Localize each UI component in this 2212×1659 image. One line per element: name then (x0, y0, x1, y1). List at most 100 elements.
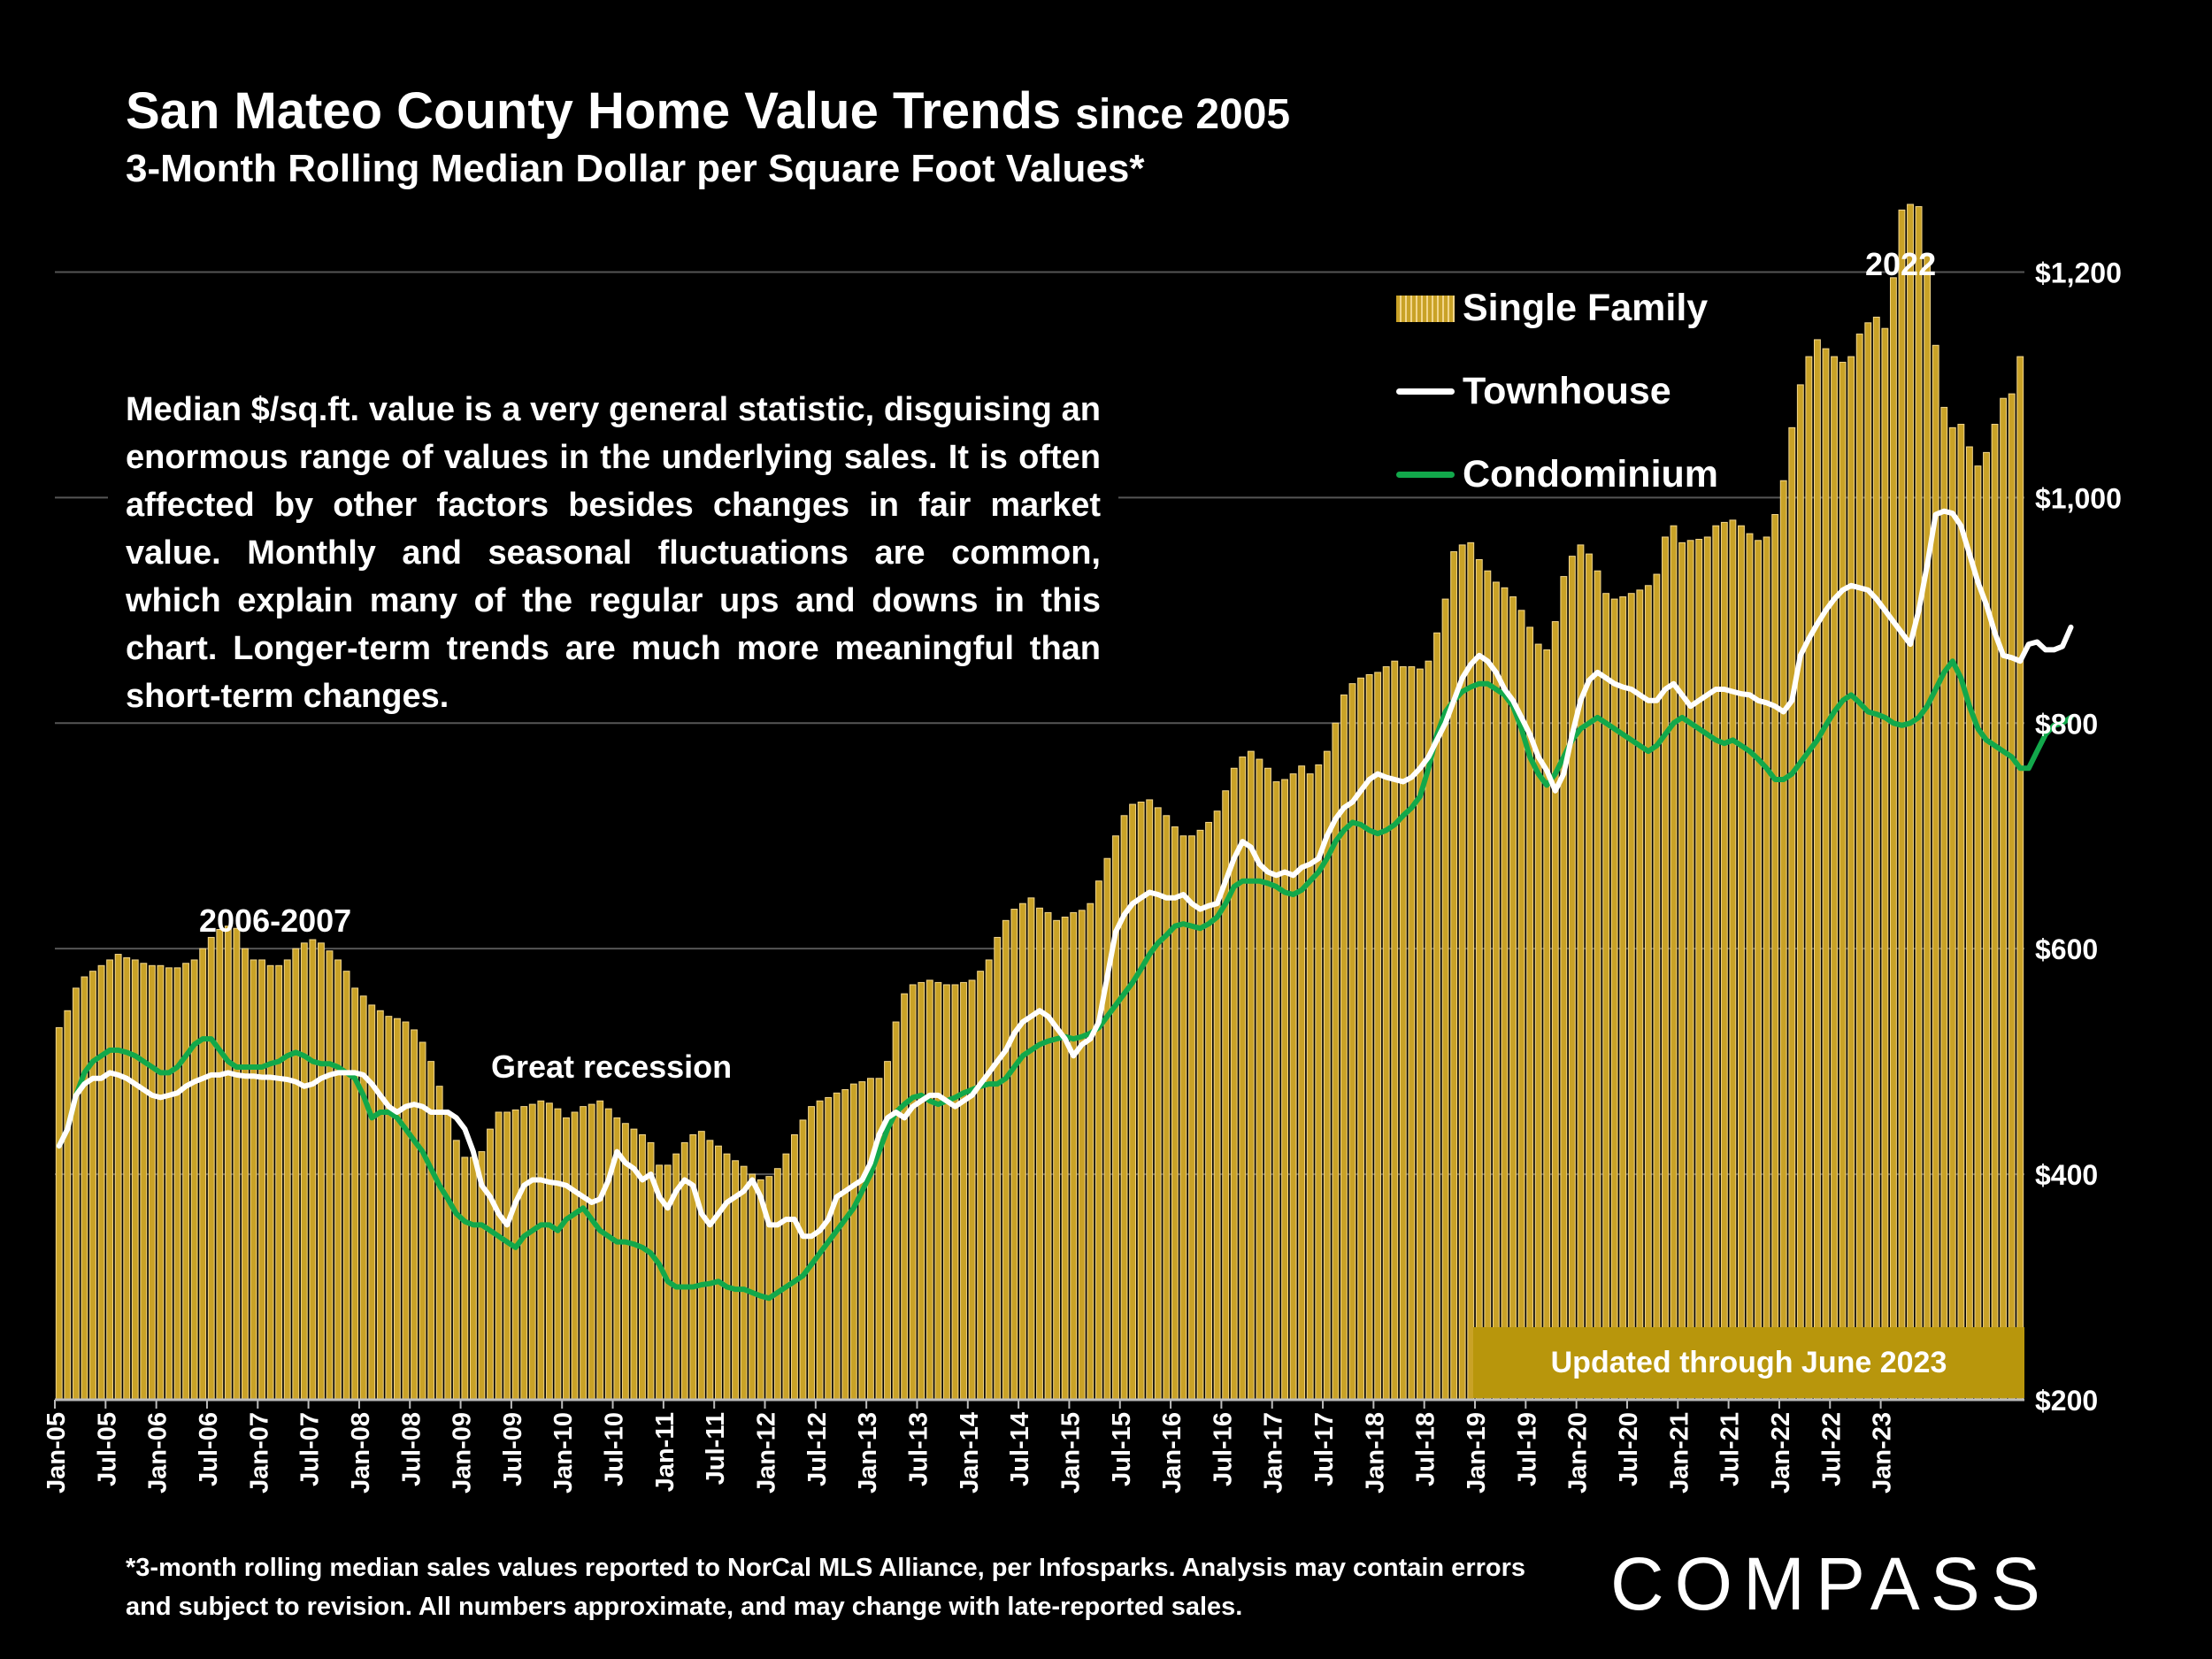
bar-single-family (1974, 465, 1982, 1401)
bar-single-family (1720, 521, 1728, 1401)
bar-single-family (1602, 593, 1610, 1401)
bar-single-family (1078, 910, 1086, 1401)
bar-single-family (1788, 426, 1796, 1401)
bar-single-family (318, 942, 325, 1401)
bar-single-family (1112, 835, 1119, 1401)
bar-single-family (97, 964, 105, 1401)
chart-title-suffix: since 2005 (1075, 91, 1291, 138)
bar-single-family (242, 948, 249, 1401)
x-axis: Jan-05 Jul-05 Jan-06 Jul-06 Jan-07 Jul-07 Jan-… (42, 1398, 2024, 1494)
bar-single-family (1805, 356, 1813, 1401)
bar-single-family (537, 1100, 545, 1401)
x-tick-label: Jan-05 (42, 1412, 71, 1494)
bar-single-family (571, 1111, 579, 1401)
x-tick-label: Jul-10 (601, 1412, 629, 1486)
bar-single-family (1179, 835, 1187, 1401)
bar-single-family (1822, 348, 1830, 1401)
x-tick-label: Jan-18 (1361, 1412, 1389, 1494)
bar-single-family (1027, 897, 1035, 1401)
bar-single-family (884, 1061, 891, 1401)
bar-single-family (994, 936, 1002, 1401)
bar-single-family (977, 971, 985, 1401)
bar-single-family (1594, 570, 1601, 1401)
x-tick-label: Jan-13 (854, 1412, 882, 1494)
x-tick-label: Jul-21 (1717, 1412, 1745, 1486)
bar-single-family (1957, 424, 1965, 1401)
bar-single-family (165, 967, 173, 1401)
bar-single-family (1036, 907, 1043, 1401)
bar-single-family (233, 927, 241, 1401)
bar-single-family (697, 1131, 705, 1401)
bar-single-family (224, 926, 232, 1401)
bar-single-family (934, 981, 942, 1401)
bar-single-family (1087, 902, 1094, 1401)
x-tick-label: Jan-20 (1564, 1412, 1593, 1494)
bar-single-family (300, 942, 308, 1401)
bar-single-family (182, 963, 190, 1401)
x-tick-label: Jul-20 (1615, 1412, 1643, 1486)
bar-single-family (892, 1021, 900, 1401)
bar-single-family (799, 1119, 807, 1401)
annotation-great-recession: Great recession (491, 1048, 733, 1085)
bar-single-family (469, 1156, 477, 1401)
bar-single-family (1610, 598, 1618, 1401)
compass-logo: COMPASS (1610, 1542, 2051, 1625)
bar-single-family (258, 959, 266, 1401)
bar-single-family (114, 954, 122, 1401)
x-tick-label: Jan-23 (1869, 1412, 1897, 1494)
bar-single-family (342, 971, 350, 1401)
bar-single-family (351, 987, 359, 1401)
bar-single-family (942, 984, 950, 1401)
bar-single-family (368, 1004, 376, 1401)
x-tick-label: Jan-12 (753, 1412, 781, 1494)
bar-single-family (918, 981, 926, 1401)
bar-single-family (1010, 909, 1018, 1401)
footnote: *3-month rolling median sales values rep… (126, 1554, 1526, 1621)
bar-single-family (1907, 204, 1914, 1401)
x-tick-label: Jan-21 (1665, 1412, 1694, 1494)
bar-single-family (140, 963, 148, 1401)
bar-single-family (1103, 857, 1111, 1401)
annotation-2006-2007: 2006-2007 (199, 902, 352, 939)
bar-single-family (411, 1029, 418, 1401)
y-tick-label: $1,000 (2035, 482, 2122, 514)
bar-single-family (199, 948, 207, 1401)
bar-single-family (2016, 356, 2024, 1401)
x-tick-label: Jan-08 (347, 1412, 375, 1494)
legend-item-townhouse: Townhouse (1394, 365, 1747, 418)
bar-single-family (1298, 765, 1306, 1401)
x-tick-label: Jan-19 (1463, 1412, 1491, 1494)
bar-single-family (1839, 361, 1847, 1401)
x-tick-label: Jan-09 (449, 1412, 477, 1494)
bar-single-family (1619, 596, 1627, 1401)
single-family-bars (55, 204, 2024, 1401)
bar-single-family (749, 1173, 757, 1401)
bar-single-family (1940, 406, 1948, 1401)
bar-single-family (554, 1108, 562, 1401)
x-tick-label: Jan-10 (549, 1412, 578, 1494)
bar-single-family (1924, 254, 1932, 1401)
bar-single-family (1061, 916, 1069, 1401)
bar-single-family (791, 1133, 798, 1401)
bar-single-family (435, 1086, 443, 1401)
bar-single-family (545, 1102, 553, 1401)
bar-single-family (1915, 206, 1923, 1401)
bar-single-family (487, 1128, 494, 1401)
bar-single-family (1763, 536, 1770, 1401)
bar-single-family (1568, 556, 1576, 1401)
x-tick-label: Jan-16 (1158, 1412, 1187, 1494)
x-tick-label: Jan-11 (651, 1412, 680, 1492)
bar-single-family (1560, 576, 1568, 1401)
bar-single-family (173, 967, 181, 1401)
bar-single-family (1729, 519, 1737, 1401)
bar-single-family (849, 1083, 857, 1401)
chart-title: San Mateo County Home Value Trends since… (126, 82, 1291, 140)
bar-single-family (1686, 540, 1694, 1401)
x-tick-label: Jul-22 (1817, 1412, 1846, 1486)
x-tick-label: Jul-16 (1209, 1412, 1237, 1486)
bar-single-family (1129, 803, 1137, 1401)
bar-single-family (951, 984, 959, 1401)
bar-single-family (588, 1103, 595, 1401)
bar-single-family (1898, 209, 1906, 1401)
bar-single-family (309, 939, 317, 1401)
